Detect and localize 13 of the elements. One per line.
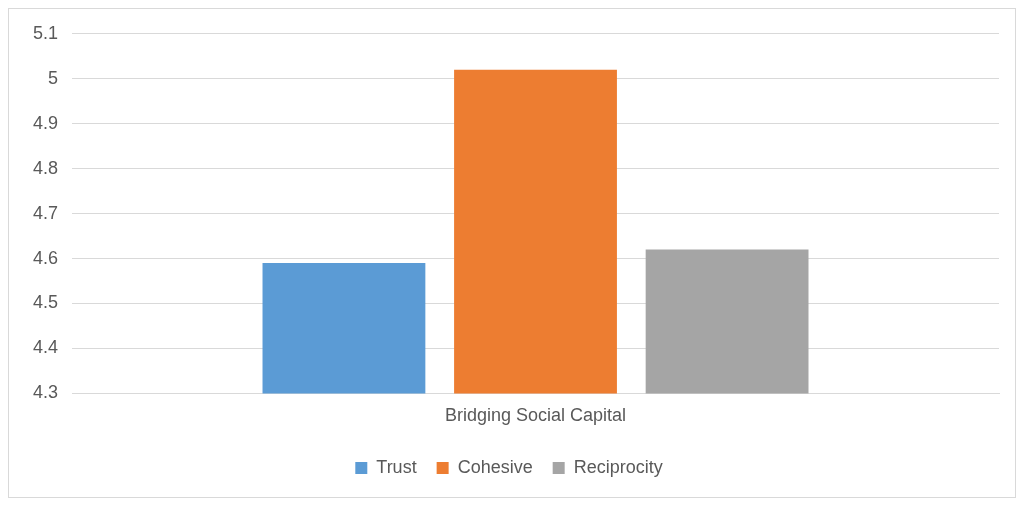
y-tick-label: 4.7 <box>32 202 59 223</box>
y-tick-label: 4.4 <box>32 337 59 358</box>
y-tick-label: 4.5 <box>32 292 59 313</box>
y-tick-label: 5.1 <box>32 22 59 43</box>
y-tick-label: 4.8 <box>32 157 59 178</box>
x-tick-label: Bridging Social Capital <box>444 405 627 426</box>
legend-label: Reciprocity <box>573 456 663 477</box>
y-tick-label: 5 <box>48 67 59 88</box>
y-tick-label: 4.3 <box>32 382 59 403</box>
legend-label: Trust <box>376 456 417 477</box>
y-tick-label: 4.9 <box>32 112 59 133</box>
y-tick-label: 4.6 <box>32 247 59 268</box>
legend-label: Cohesive <box>457 456 533 477</box>
